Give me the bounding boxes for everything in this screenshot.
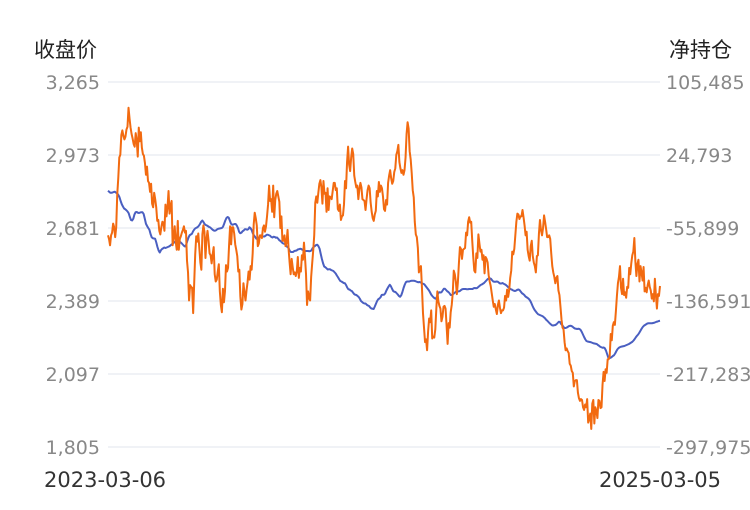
close-price-line xyxy=(107,189,661,359)
x-start-date: 2023-03-06 xyxy=(44,468,167,492)
left-tick-label: 1,805 xyxy=(46,437,100,459)
left-tick-label: 2,973 xyxy=(46,145,100,167)
right-tick-label: -136,591 xyxy=(666,291,750,313)
right-axis-title: 净持仓 xyxy=(669,38,732,62)
left-axis-title: 收盘价 xyxy=(34,38,97,62)
left-tick-label: 2,681 xyxy=(46,218,100,240)
net-position-line xyxy=(107,106,661,430)
right-tick-label: 24,793 xyxy=(666,145,732,167)
left-tick-label: 2,097 xyxy=(46,364,100,386)
left-tick-label: 2,389 xyxy=(46,291,100,313)
right-tick-label: -217,283 xyxy=(666,364,750,386)
right-tick-label: -297,975 xyxy=(666,437,750,459)
right-tick-label: 105,485 xyxy=(666,72,745,94)
x-end-date: 2025-03-05 xyxy=(598,468,721,492)
left-tick-label: 3,265 xyxy=(46,72,100,94)
right-tick-label: -55,899 xyxy=(666,218,739,240)
